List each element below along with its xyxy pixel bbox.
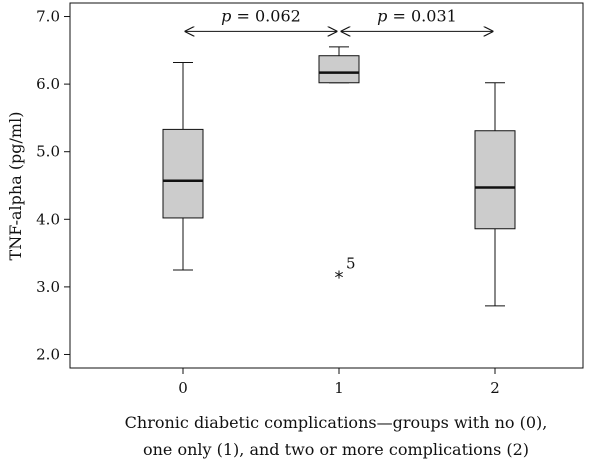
plot-frame: [69, 2, 584, 369]
box-0: [162, 128, 204, 219]
x-axis-title-line-1: Chronic diabetic complications—groups wi…: [125, 413, 548, 432]
x-tick-label-0: 0: [178, 379, 188, 397]
plot-area: 2.03.04.05.06.07.00 1 2*5p = 0.062 p = 0.03…: [36, 2, 584, 397]
y-axis-title: TNF-alpha (pg/ml): [6, 112, 25, 261]
y-tick-label-3: 5.0: [36, 143, 60, 161]
p-value-text: = 0.031: [387, 6, 456, 25]
box-1: [318, 55, 360, 84]
outlier-marker-0: *: [335, 268, 344, 289]
box-2: [474, 130, 516, 230]
y-tick-label-2: 4.0: [36, 210, 60, 228]
y-tick-label-5: 7.0: [36, 8, 60, 26]
p-symbol: p: [221, 6, 231, 25]
p-value-text: = 0.062: [231, 6, 300, 25]
x-tick-label-2: 2: [490, 379, 500, 397]
outlier-label-0: 5: [346, 255, 356, 273]
x-axis-title-line-2: one only (1), and two or more complicati…: [143, 440, 529, 459]
comparison-p-value-1: p = 0.031: [377, 6, 457, 25]
y-tick-label-0: 2.0: [36, 345, 60, 363]
y-tick-label-4: 6.0: [36, 75, 60, 93]
x-tick-label-1: 1: [334, 379, 344, 397]
y-tick-label-1: 3.0: [36, 278, 60, 296]
p-symbol: p: [377, 6, 387, 25]
comparison-p-value-0: p = 0.062: [221, 6, 301, 25]
